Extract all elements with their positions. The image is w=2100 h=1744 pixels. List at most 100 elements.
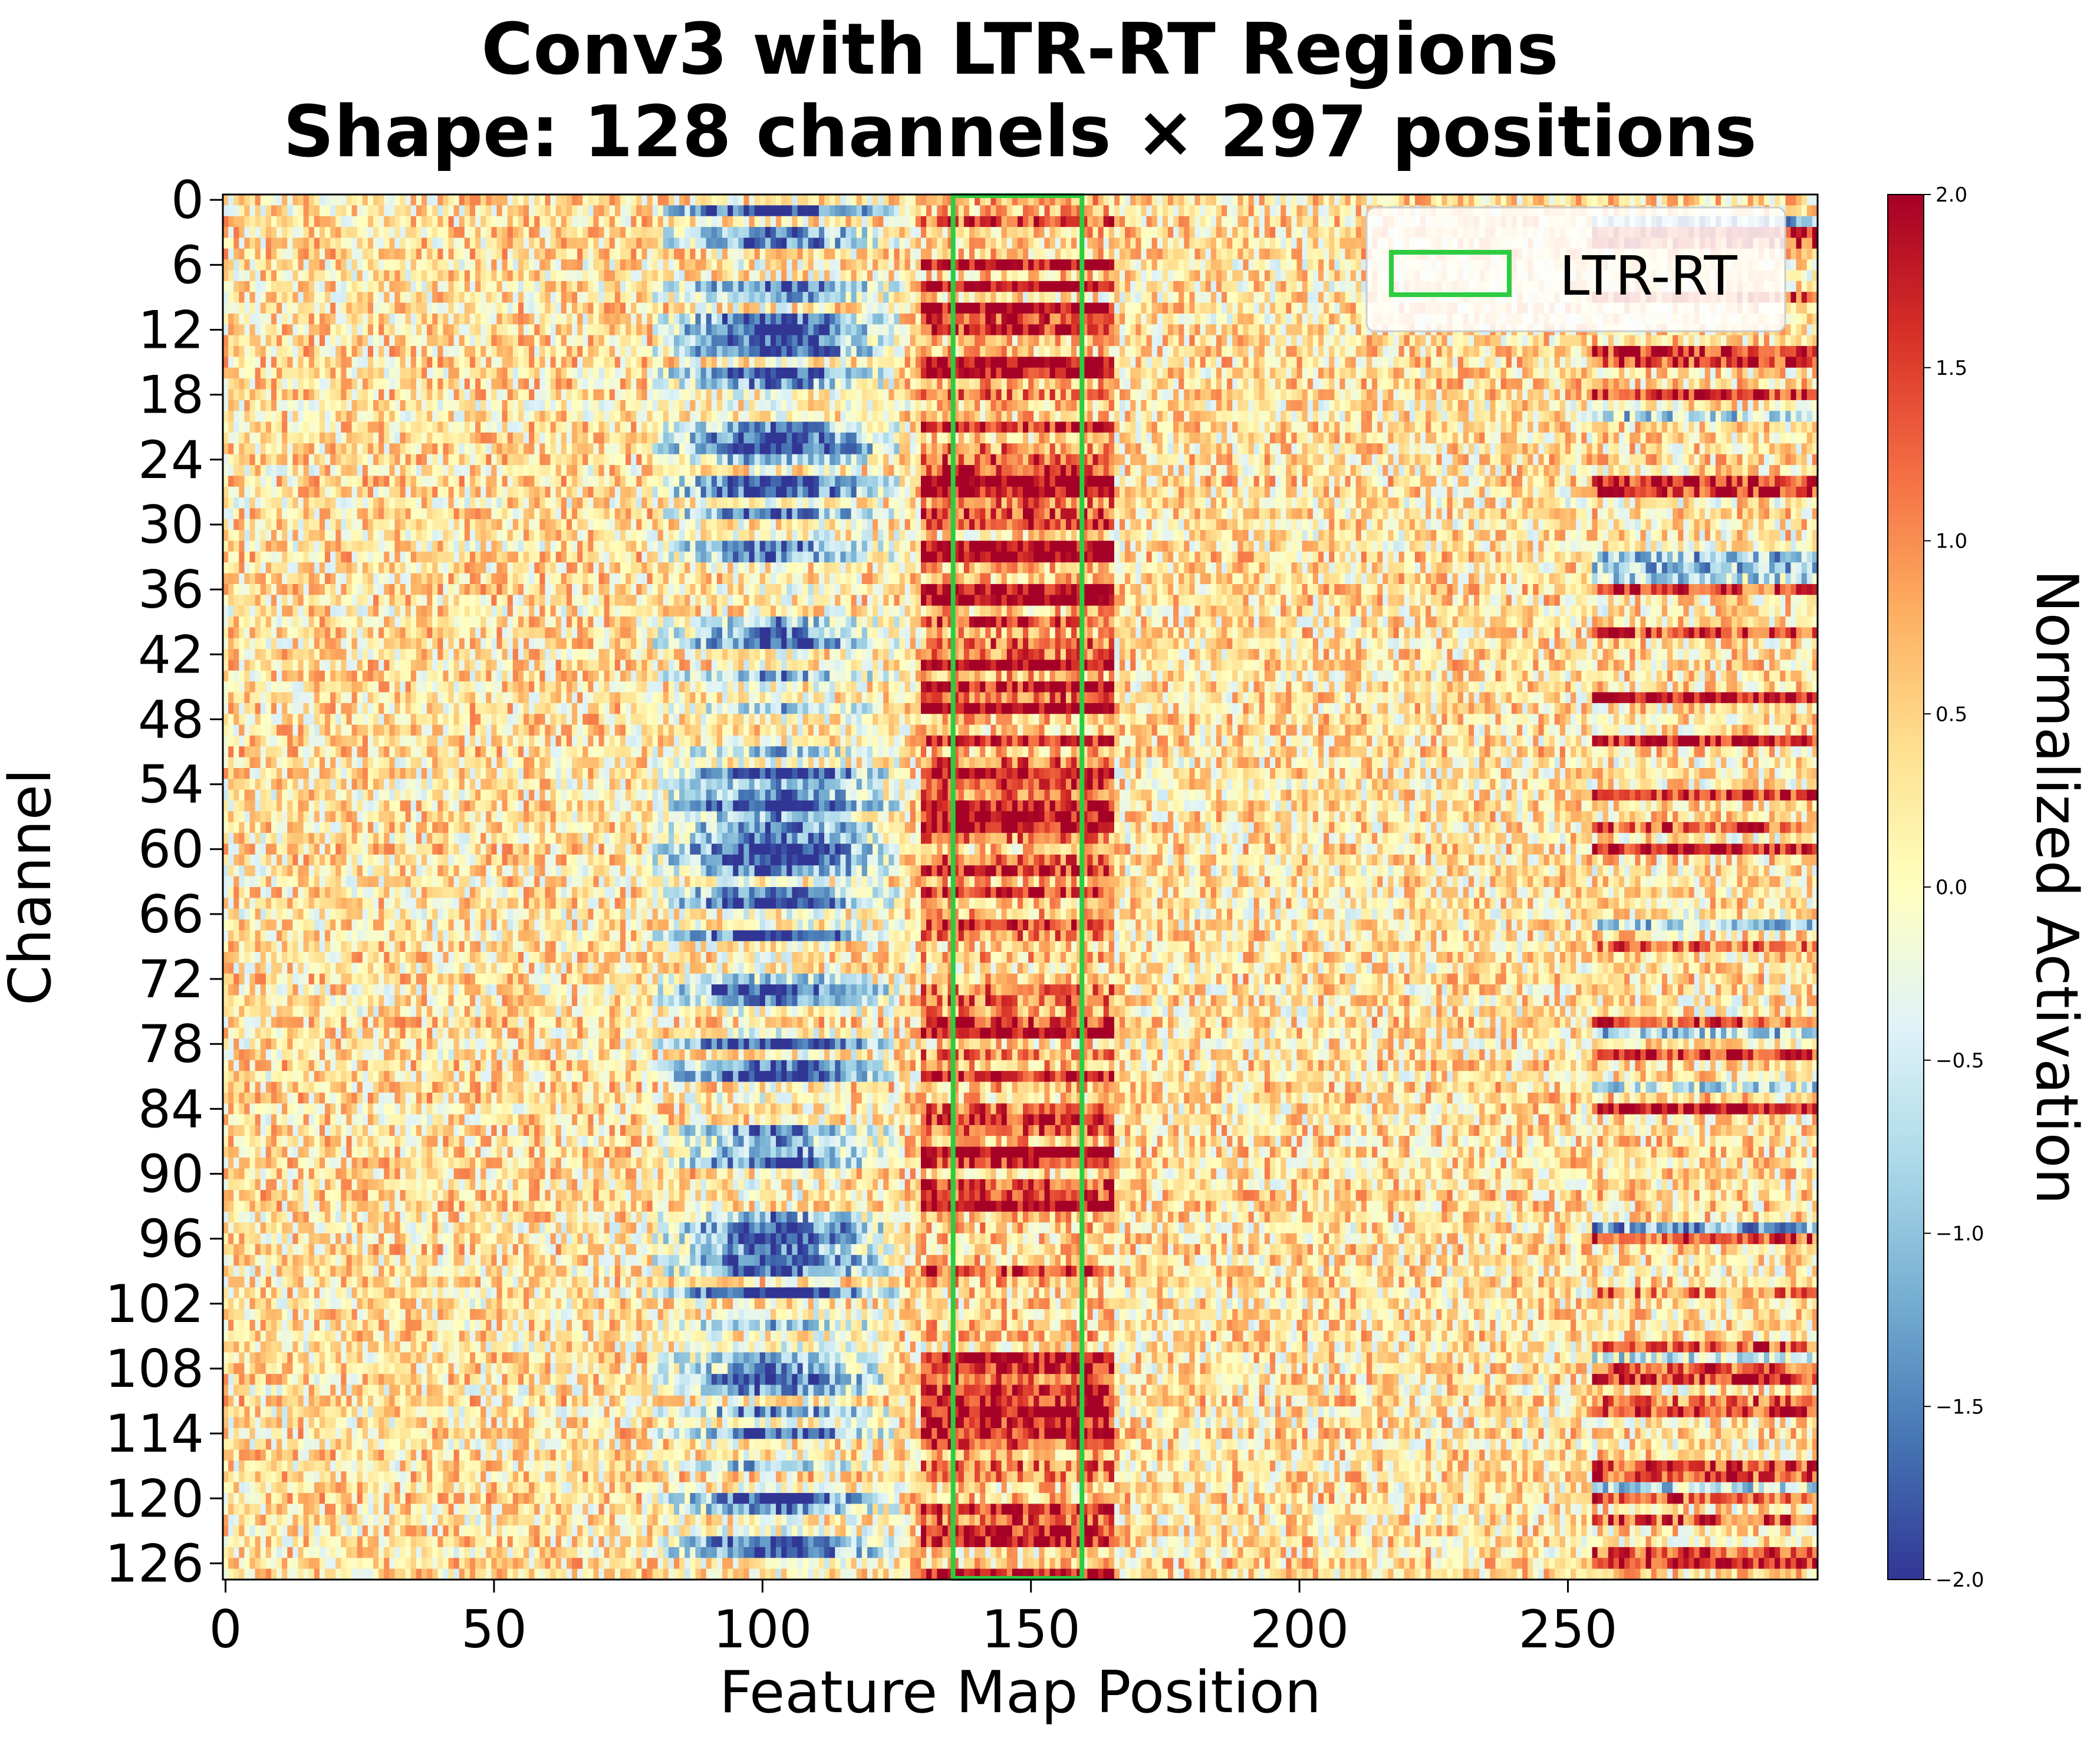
heatmap-cell [620,303,626,314]
heatmap-cell [1055,205,1061,216]
heatmap-cell [1227,281,1233,292]
heatmap-cell [1441,194,1447,206]
heatmap-cell [684,259,690,271]
heatmap-cell [271,238,277,249]
heatmap-cell [1173,238,1179,249]
heatmap-cell [921,216,927,228]
heatmap-cell [679,357,685,368]
heatmap-cell [776,292,782,303]
heatmap-cell [835,324,841,335]
heatmap-cell [1018,292,1023,303]
heatmap-cell [1517,357,1523,368]
heatmap-cell [1759,335,1765,347]
heatmap-cell [910,314,916,325]
heatmap-cell [250,357,256,368]
heatmap-cell [261,205,266,216]
heatmap-cell [422,357,427,368]
heatmap-cell [1028,227,1034,238]
heatmap-cell [1345,346,1351,357]
heatmap-cell [888,216,894,228]
heatmap-cell [942,194,948,206]
heatmap-cell [857,368,863,379]
heatmap-cell [449,303,455,314]
heatmap-cell [561,346,567,357]
heatmap-cell [287,216,293,228]
heatmap-cell [250,292,256,303]
heatmap-cell [1120,259,1125,271]
heatmap-cell [373,357,379,368]
heatmap-cell [990,205,996,216]
heatmap-cell [271,216,277,228]
heatmap-cell [330,292,336,303]
heatmap-cell [647,238,653,249]
heatmap-cell [733,238,739,249]
heatmap-cell [1630,357,1635,368]
heatmap-cell [1237,271,1243,282]
heatmap-cell [916,368,921,379]
heatmap-cell [1135,227,1141,238]
heatmap-cell [771,281,776,292]
heatmap-cell [1522,357,1528,368]
heatmap-cell [1044,368,1050,379]
heatmap-cell [1227,368,1233,379]
heatmap-cell [368,368,374,379]
heatmap-cell [1694,194,1700,206]
heatmap-cell [996,303,1002,314]
heatmap-cell [1265,249,1270,260]
heatmap-cell [942,238,948,249]
heatmap-cell [615,194,621,206]
heatmap-cell [738,259,744,271]
heatmap-cell [449,259,455,271]
heatmap-cell [684,249,690,260]
heatmap-cell [449,227,455,238]
heatmap-cell [1259,271,1265,282]
heatmap-cell [1694,357,1700,368]
heatmap-cell [851,314,857,325]
heatmap-cell [1410,357,1416,368]
heatmap-cell [851,368,857,379]
heatmap-cell [636,314,642,325]
heatmap-cell [496,335,502,347]
heatmap-cell [969,205,975,216]
heatmap-cell [824,249,830,260]
heatmap-cell [926,249,932,260]
heatmap-cell [577,194,583,206]
heatmap-cell [502,314,508,325]
heatmap-cell [755,346,761,357]
heatmap-cell [647,335,653,347]
heatmap-cell [582,238,588,249]
heatmap-cell [1002,238,1008,249]
heatmap-cell [1168,216,1174,228]
heatmap-cell [615,227,621,238]
heatmap-cell [330,346,336,357]
heatmap-cell [1608,194,1614,206]
heatmap-cell [325,238,331,249]
heatmap-cell [432,259,438,271]
chart-title-line-2: Shape: 128 channels × 297 positions [283,91,1757,173]
heatmap-cell [878,238,884,249]
heatmap-cell [567,259,572,271]
heatmap-cell [867,346,873,357]
heatmap-cell [663,303,669,314]
heatmap-cell [465,368,470,379]
heatmap-cell [1737,357,1743,368]
heatmap-cell [266,194,272,206]
heatmap-cell [1007,281,1013,292]
heatmap-cell [1742,335,1748,347]
heatmap-cell [1367,346,1372,357]
heatmap-cell [1345,238,1351,249]
heatmap-cell [1168,335,1174,347]
heatmap-cell [250,368,256,379]
heatmap-cell [1785,205,1791,216]
heatmap-cell [1528,357,1533,368]
heatmap-cell [1479,335,1485,347]
heatmap-cell [1055,324,1061,335]
heatmap-cell [1742,357,1748,368]
heatmap-cell [975,346,980,357]
heatmap-cell [819,271,825,282]
heatmap-cell [1603,194,1609,206]
heatmap-cell [1087,324,1093,335]
heatmap-cell [926,259,932,271]
heatmap-cell [1018,335,1023,347]
heatmap-cell [964,238,970,249]
